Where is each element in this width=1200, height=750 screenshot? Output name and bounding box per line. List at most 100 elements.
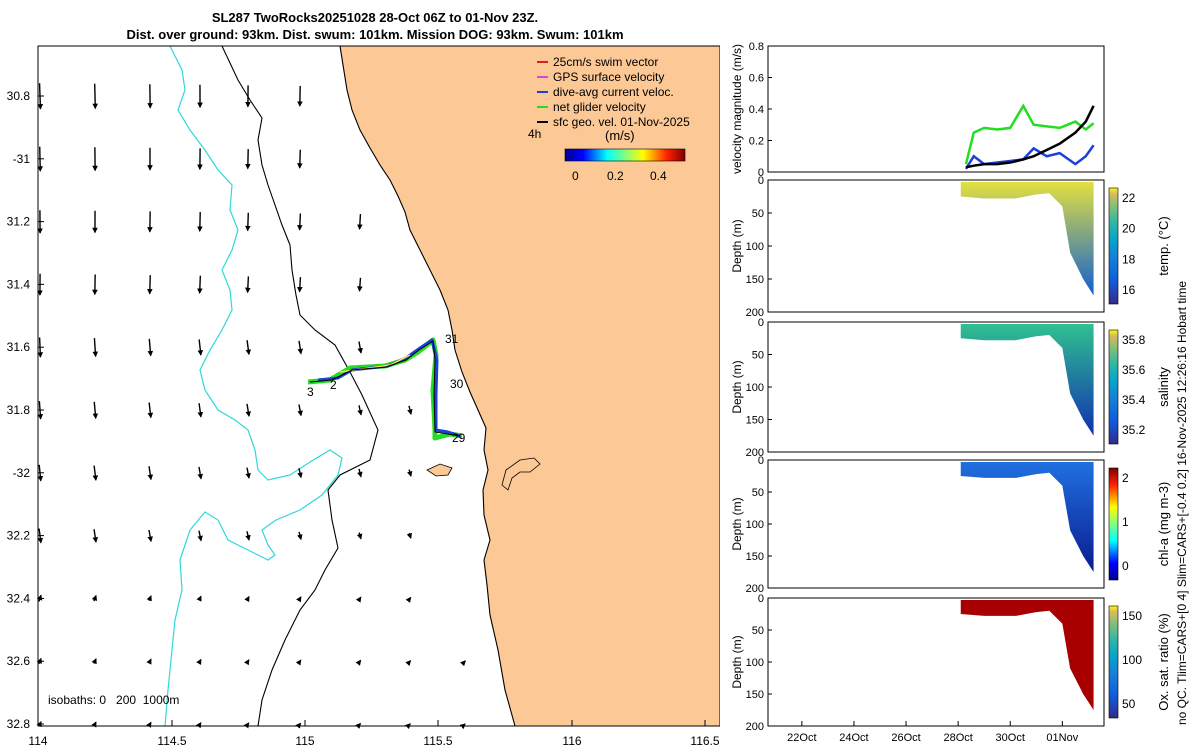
day-label: 29 (452, 431, 466, 445)
colorbar-tick: 150 (1122, 609, 1142, 623)
colorbar (1108, 605, 1119, 719)
glider-track (307, 337, 463, 441)
colorbar-tick: 35.4 (1122, 393, 1146, 407)
velocity-arrow (245, 212, 251, 232)
peninsula (501, 457, 541, 491)
y-axis-label: Depth (m) (730, 360, 744, 413)
panel-frame (767, 45, 1105, 173)
y-tick-label: 0.4 (749, 104, 764, 116)
velocity-arrow (296, 596, 302, 603)
velocity-arrow (197, 339, 204, 356)
velocity-arrow (197, 466, 203, 480)
y-axis-label: Depth (m) (730, 635, 744, 688)
velocity-arrow (245, 340, 252, 356)
colorbar (1108, 329, 1119, 445)
y-tick-label: 100 (746, 382, 764, 394)
velocity-arrow (147, 338, 154, 357)
day-label: 3 (307, 385, 314, 399)
y-tick-label: 200 (746, 583, 764, 595)
y-tick-label: 200 (746, 307, 764, 319)
time-tick-label: 26Oct (891, 732, 920, 744)
lon-tick-label: 116.5 (690, 734, 719, 748)
velocity-arrow (297, 531, 303, 541)
colorbar-tick: 18 (1122, 252, 1136, 266)
velocity-arrow (297, 468, 303, 479)
velocity-arrow (245, 403, 252, 418)
velocity-arrow (357, 405, 363, 416)
colorbar-label: chl-a (mg m-3) (1156, 482, 1171, 567)
series-line (965, 105, 1095, 169)
velocity-arrow (197, 275, 203, 294)
y-tick-label: 100 (746, 657, 764, 669)
y-tick-label: 100 (746, 519, 764, 531)
colorbar-tick: 35.2 (1122, 423, 1146, 437)
velocity-arrow (91, 594, 98, 602)
velocity-arrow (357, 214, 363, 231)
section-data (960, 324, 1094, 436)
track-day-labels: 3 2 31 30 29 (307, 332, 466, 445)
velocity-arrow (92, 401, 99, 420)
velocity-arrow (297, 404, 303, 417)
velocity-arrow (355, 722, 362, 729)
velocity-arrow (297, 277, 303, 293)
glider-track-map: 3 2 31 30 29 114 114.5 115 115.5 116 116.5 30… (7, 45, 720, 748)
colorbar-title: (m/s) (605, 128, 635, 143)
panel-0: 0 0.2 0.4 0.6 0.8 velocity magnitude (m/s) (730, 41, 1105, 179)
series-line (964, 103, 1095, 165)
y-tick-label: 50 (752, 487, 764, 499)
velocity-arrow (91, 721, 97, 728)
y-tick-label: 200 (746, 721, 764, 733)
velocity-arrow (405, 596, 412, 603)
velocity-arrow (297, 149, 303, 169)
lon-tick-label: 114.5 (157, 734, 186, 748)
y-axis-label: Depth (m) (730, 219, 744, 272)
time-tick-label: 30Oct (996, 732, 1025, 744)
y-axis-label: Depth (m) (730, 497, 744, 550)
y-tick-label: 200 (746, 447, 764, 459)
velocity-arrow (243, 722, 250, 729)
panel-frame (767, 321, 1105, 453)
y-tick-label: 50 (752, 625, 764, 637)
speed-colorbar (564, 148, 686, 162)
velocity-arrow (356, 532, 363, 540)
lat-tick-label: 32.2 (7, 529, 31, 543)
velocity-arrow (147, 466, 154, 481)
section-data (960, 182, 1094, 296)
y-tick-label: 150 (746, 551, 764, 563)
lat-tick-label: -32 (13, 466, 31, 480)
velocity-arrow (357, 277, 363, 292)
velocity-arrow (197, 530, 203, 542)
y-tick-label: 0.6 (749, 73, 764, 85)
panel-2: 35.2 35.4 35.6 35.8 salinity 0 50 100 150 200 Dept… (730, 317, 1171, 459)
panel-3: 0 1 2 chl-a (mg m-3) 0 50 100 150 200 Depth (m) (730, 455, 1171, 595)
day-label: 30 (450, 377, 464, 391)
lon-tick-label: 114 (28, 734, 47, 748)
lat-tick-label: 32.8 (7, 717, 31, 731)
y-tick-label: 150 (746, 274, 764, 286)
velocity-arrow (147, 529, 153, 543)
map-title-line2: Dist. over ground: 93km. Dist. swum: 101… (126, 27, 624, 42)
legend-label: sfc geo. vel. 01-Nov-2025 (553, 115, 690, 129)
y-tick-label: 0 (758, 593, 764, 605)
colorbar-tick: 2 (1122, 471, 1129, 485)
y-tick-label: 100 (746, 241, 764, 253)
lat-tick-label: 31.2 (7, 215, 31, 229)
velocity-arrow (295, 659, 302, 666)
velocity-arrow (355, 659, 362, 666)
velocity-arrow (147, 402, 154, 419)
colorbar (1108, 187, 1119, 305)
colorbar-label: Ox. sat. ratio (%) (1156, 613, 1171, 711)
y-axis-label: velocity magnitude (m/s) (730, 44, 744, 174)
velocity-arrow (146, 595, 152, 602)
colorbar-tick: 0.2 (607, 169, 624, 183)
colorbar-tick: 35.6 (1122, 363, 1146, 377)
velocity-arrow (197, 403, 204, 418)
time-axis: 22Oct 24Oct 26Oct 28Oct 30Oct 01Nov (787, 721, 1079, 744)
time-tick-label: 24Oct (839, 732, 868, 744)
colorbar-tick: 20 (1122, 222, 1136, 236)
velocity-arrow (196, 595, 202, 602)
colorbar-label: salinity (1156, 367, 1171, 407)
lon-tick-label: 115.5 (423, 734, 452, 748)
longitude-axis: 114 114.5 115 115.5 116 116.5 (28, 720, 720, 748)
lat-tick-label: 31.8 (7, 403, 31, 417)
